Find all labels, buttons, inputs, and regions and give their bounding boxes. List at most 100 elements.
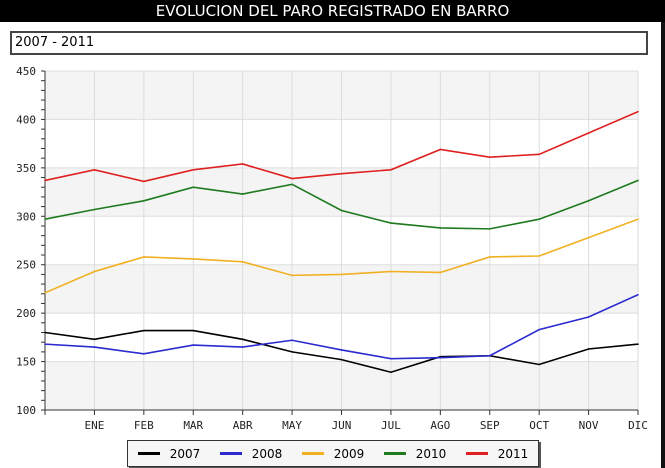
data-point-2009 (488, 256, 491, 258)
data-point-2008 (291, 339, 293, 342)
y-tick-label: 400 (16, 113, 36, 126)
data-point-2010 (340, 209, 343, 212)
x-tick-label: DIC (628, 419, 648, 432)
data-point-2009 (291, 274, 293, 277)
x-tick-label: SEP (480, 419, 500, 432)
data-point-2010 (637, 179, 639, 182)
data-point-2008 (538, 328, 540, 331)
data-point-2008 (44, 343, 46, 345)
data-point-2008 (439, 356, 442, 359)
x-tick-label: OCT (529, 419, 549, 432)
data-point-2011 (587, 132, 590, 134)
legend-label: 2007 (169, 446, 201, 461)
data-point-2010 (439, 227, 442, 229)
legend-swatch (137, 452, 160, 455)
data-point-2009 (587, 236, 590, 239)
data-point-2009 (390, 270, 392, 273)
legend-item-2007: 2007 (137, 446, 201, 461)
x-tick-label: JUN (332, 419, 352, 432)
data-point-2010 (192, 186, 195, 189)
data-point-2010 (93, 208, 96, 211)
data-point-2010 (390, 222, 392, 224)
data-point-2008 (241, 346, 244, 348)
data-point-2011 (192, 168, 195, 171)
data-point-2010 (143, 199, 145, 202)
x-tick-label: NOV (579, 419, 599, 432)
data-point-2011 (241, 163, 244, 165)
data-point-2008 (488, 354, 491, 357)
data-point-2007 (637, 343, 639, 345)
legend-swatch (383, 452, 406, 455)
x-tick-label: FEB (134, 419, 154, 432)
data-point-2009 (192, 258, 195, 260)
data-point-2008 (93, 346, 96, 348)
y-tick-label: 250 (16, 259, 36, 272)
data-point-2010 (587, 199, 590, 202)
legend-label: 2010 (415, 446, 447, 461)
data-point-2007 (390, 371, 392, 374)
data-point-2010 (538, 218, 540, 220)
data-point-2009 (143, 256, 145, 258)
data-point-2007 (44, 331, 46, 334)
y-tick-label: 350 (16, 162, 36, 175)
data-point-2011 (340, 172, 343, 175)
chart-frame (0, 22, 665, 468)
data-point-2009 (340, 273, 343, 276)
data-point-2011 (538, 153, 540, 156)
data-point-2009 (44, 292, 46, 294)
data-point-2011 (291, 177, 293, 180)
y-tick-label: 200 (16, 307, 36, 320)
data-point-2010 (291, 183, 293, 186)
x-tick-label: ENE (84, 419, 104, 432)
data-point-2010 (241, 193, 244, 195)
data-point-2011 (44, 179, 46, 182)
data-point-2010 (488, 228, 491, 230)
legend-item-2010: 2010 (383, 446, 447, 461)
data-point-2007 (143, 329, 145, 332)
data-point-2007 (538, 363, 540, 366)
legend-swatch (465, 452, 488, 455)
data-point-2008 (587, 316, 590, 318)
x-tick-label: MAR (183, 419, 203, 432)
data-point-2011 (390, 168, 392, 171)
data-point-2007 (241, 338, 244, 341)
legend-item-2009: 2009 (301, 446, 365, 461)
x-tick-label: ABR (233, 419, 253, 432)
legend-swatch (301, 452, 324, 455)
legend-swatch (219, 452, 242, 455)
chart-title: EVOLUCION DEL PARO REGISTRADO EN BARRO (0, 0, 665, 22)
data-point-2008 (390, 357, 392, 360)
legend-label: 2008 (251, 446, 283, 461)
data-point-2008 (340, 349, 343, 351)
legend-item-2008: 2008 (219, 446, 283, 461)
data-point-2007 (587, 348, 590, 350)
y-tick-label: 300 (16, 210, 36, 223)
data-point-2009 (241, 261, 244, 263)
data-point-2009 (637, 218, 639, 220)
data-point-2009 (439, 271, 442, 274)
y-tick-label: 150 (16, 356, 36, 369)
data-point-2011 (143, 180, 145, 183)
data-point-2009 (538, 255, 540, 257)
legend-label: 2009 (333, 446, 365, 461)
data-point-2007 (192, 329, 195, 332)
data-point-2007 (291, 351, 293, 353)
y-tick-label: 450 (16, 65, 36, 78)
data-point-2007 (93, 338, 96, 341)
legend-label: 2011 (497, 446, 529, 461)
legend-item-2011: 2011 (465, 446, 529, 461)
data-point-2010 (44, 218, 46, 220)
data-point-2011 (93, 168, 96, 171)
x-tick-label: JUL (381, 419, 401, 432)
legend: 2007 2008 2009 2010 2011 (127, 440, 539, 467)
data-point-2009 (93, 270, 96, 273)
x-tick-label: AGO (430, 419, 450, 432)
data-point-2008 (143, 353, 145, 355)
year-range-field: 2007 - 2011 (10, 31, 648, 55)
y-tick-label: 100 (16, 404, 36, 417)
data-point-2011 (488, 156, 491, 159)
data-point-2011 (439, 148, 442, 151)
data-point-2008 (637, 293, 639, 296)
data-point-2008 (192, 344, 195, 346)
